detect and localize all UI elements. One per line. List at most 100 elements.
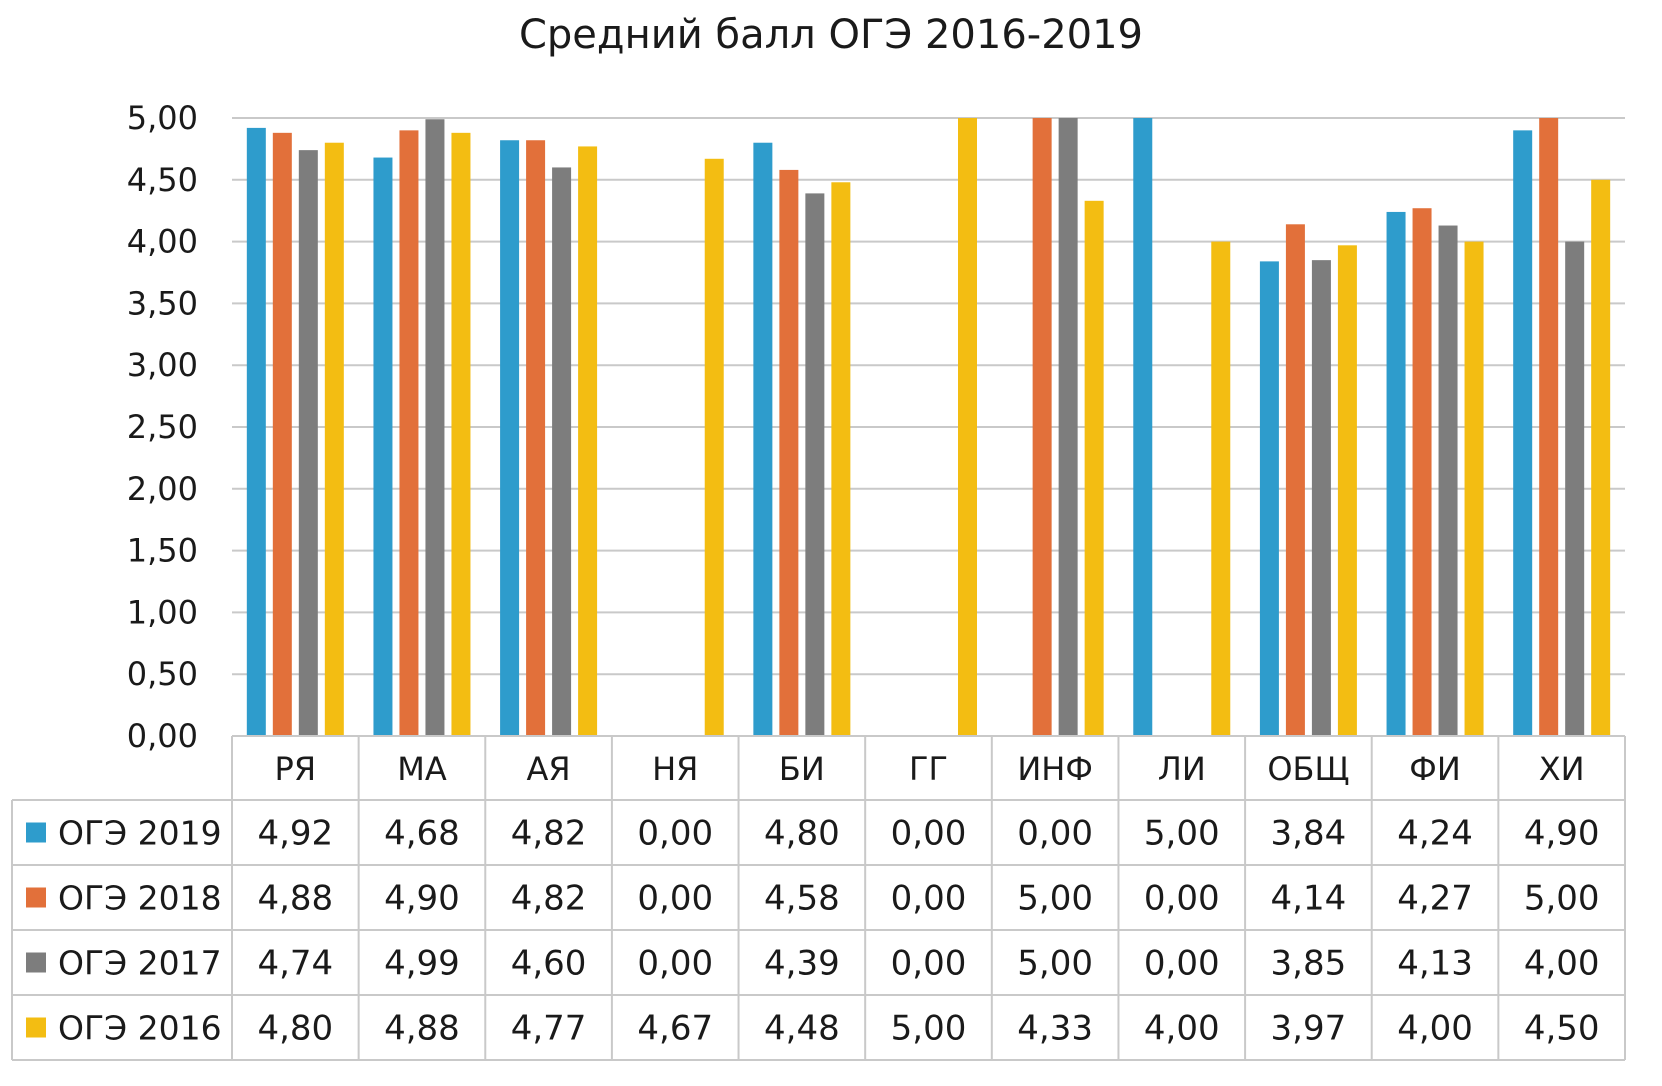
bar (1513, 130, 1533, 737)
category-label: ХИ (1539, 750, 1585, 788)
legend-label: ОГЭ 2017 (58, 944, 222, 983)
data-label: 4,90 (1524, 814, 1600, 854)
legend-swatch (26, 1017, 46, 1038)
y-tick-label: 1,00 (127, 593, 198, 631)
data-label: 0,00 (1144, 944, 1220, 984)
category-label: АЯ (527, 750, 571, 788)
data-label: 4,60 (511, 944, 587, 984)
data-label: 0,00 (637, 814, 713, 854)
data-label: 4,68 (384, 814, 460, 854)
bar (958, 118, 977, 736)
bar (779, 169, 799, 737)
category-label: НЯ (652, 750, 698, 788)
data-label: 0,00 (1144, 879, 1220, 919)
y-tick-label: 3,50 (127, 284, 198, 322)
bar (324, 142, 344, 737)
data-label: 4,88 (384, 1009, 460, 1049)
data-label: 4,48 (764, 1009, 840, 1049)
category-label: ИНФ (1017, 750, 1093, 788)
bar (1211, 241, 1231, 736)
bar (1032, 118, 1052, 736)
bar (1386, 211, 1406, 736)
bar (272, 132, 292, 736)
bar (1438, 225, 1458, 737)
data-label: 4,82 (511, 814, 587, 854)
data-label: 4,00 (1524, 944, 1600, 984)
data-label: 0,00 (1017, 814, 1093, 854)
data-label: 4,39 (764, 944, 840, 984)
y-tick-label: 3,00 (127, 346, 198, 384)
data-label: 4,00 (1144, 1009, 1220, 1049)
category-label: ОБЩ (1267, 750, 1349, 788)
legend-label: ОГЭ 2019 (58, 814, 222, 853)
bar (1133, 118, 1153, 736)
bar (1539, 118, 1559, 736)
legend-swatch (26, 952, 46, 973)
data-label: 5,00 (1144, 814, 1220, 854)
bar (1464, 241, 1484, 736)
data-label: 0,00 (891, 879, 967, 919)
data-label: 4,58 (764, 879, 840, 919)
data-label: 4,67 (637, 1009, 713, 1049)
legend-swatch (26, 887, 46, 908)
bar (704, 158, 724, 737)
data-label: 4,80 (257, 1009, 333, 1049)
bar (1084, 200, 1104, 736)
bar (1337, 245, 1357, 737)
bar (399, 130, 419, 737)
data-label: 4,77 (511, 1009, 587, 1049)
bar (831, 182, 851, 737)
bar (753, 142, 773, 737)
data-label: 5,00 (1017, 879, 1093, 919)
data-label: 4,24 (1397, 814, 1473, 854)
bar (1285, 224, 1305, 736)
y-tick-label: 4,00 (127, 223, 198, 261)
category-label: ФИ (1409, 750, 1460, 788)
data-label: 5,00 (1017, 944, 1093, 984)
y-tick-label: 5,00 (127, 99, 198, 137)
bar (500, 140, 520, 737)
data-table: РЯ МА АЯ НЯ БИ ГГ ИНФ ЛИ ОБЩ ФИ ХИ ОГЭ 2019 4,92 4,68… (11, 735, 1626, 1061)
y-axis-ticks: 0,00 0,50 1,00 1,50 2,00 2,50 3,00 3,50 4,00 4,50… (127, 99, 198, 755)
y-tick-label: 2,50 (127, 408, 198, 446)
legend-label: ОГЭ 2018 (58, 879, 222, 918)
bar (805, 193, 825, 736)
bar (1058, 118, 1078, 736)
data-label: 0,00 (637, 879, 713, 919)
data-label: 4,82 (511, 879, 587, 919)
category-label: БИ (779, 750, 825, 788)
chart-title: Средний балл ОГЭ 2016-2019 (518, 12, 1144, 58)
category-label: ГГ (909, 750, 948, 788)
y-tick-label: 1,50 (127, 532, 198, 570)
y-tick-label: 0,00 (127, 717, 198, 755)
data-label: 4,99 (384, 944, 460, 984)
data-label: 4,92 (257, 814, 333, 854)
bar (373, 157, 393, 736)
data-label: 4,33 (1017, 1009, 1093, 1049)
y-tick-label: 2,00 (127, 470, 198, 508)
data-label: 4,90 (384, 879, 460, 919)
bar (1311, 260, 1331, 736)
bar (1565, 241, 1585, 736)
legend-swatch (26, 822, 46, 843)
bar (1259, 261, 1279, 736)
bar (578, 146, 598, 737)
data-label: 4,13 (1397, 944, 1473, 984)
data-label: 4,74 (257, 944, 333, 984)
data-label: 4,14 (1271, 879, 1347, 919)
bar (425, 119, 445, 736)
bar (246, 127, 266, 736)
y-tick-label: 0,50 (127, 655, 198, 693)
bar (1591, 179, 1611, 737)
category-label: МА (397, 750, 447, 788)
data-label: 5,00 (891, 1009, 967, 1049)
bar (552, 167, 572, 736)
category-label: ЛИ (1158, 750, 1206, 788)
data-label: 4,50 (1524, 1009, 1600, 1049)
data-label: 4,88 (257, 879, 333, 919)
data-label: 0,00 (891, 944, 967, 984)
bar (298, 150, 318, 737)
data-label: 4,00 (1397, 1009, 1473, 1049)
data-label: 3,84 (1271, 814, 1347, 854)
